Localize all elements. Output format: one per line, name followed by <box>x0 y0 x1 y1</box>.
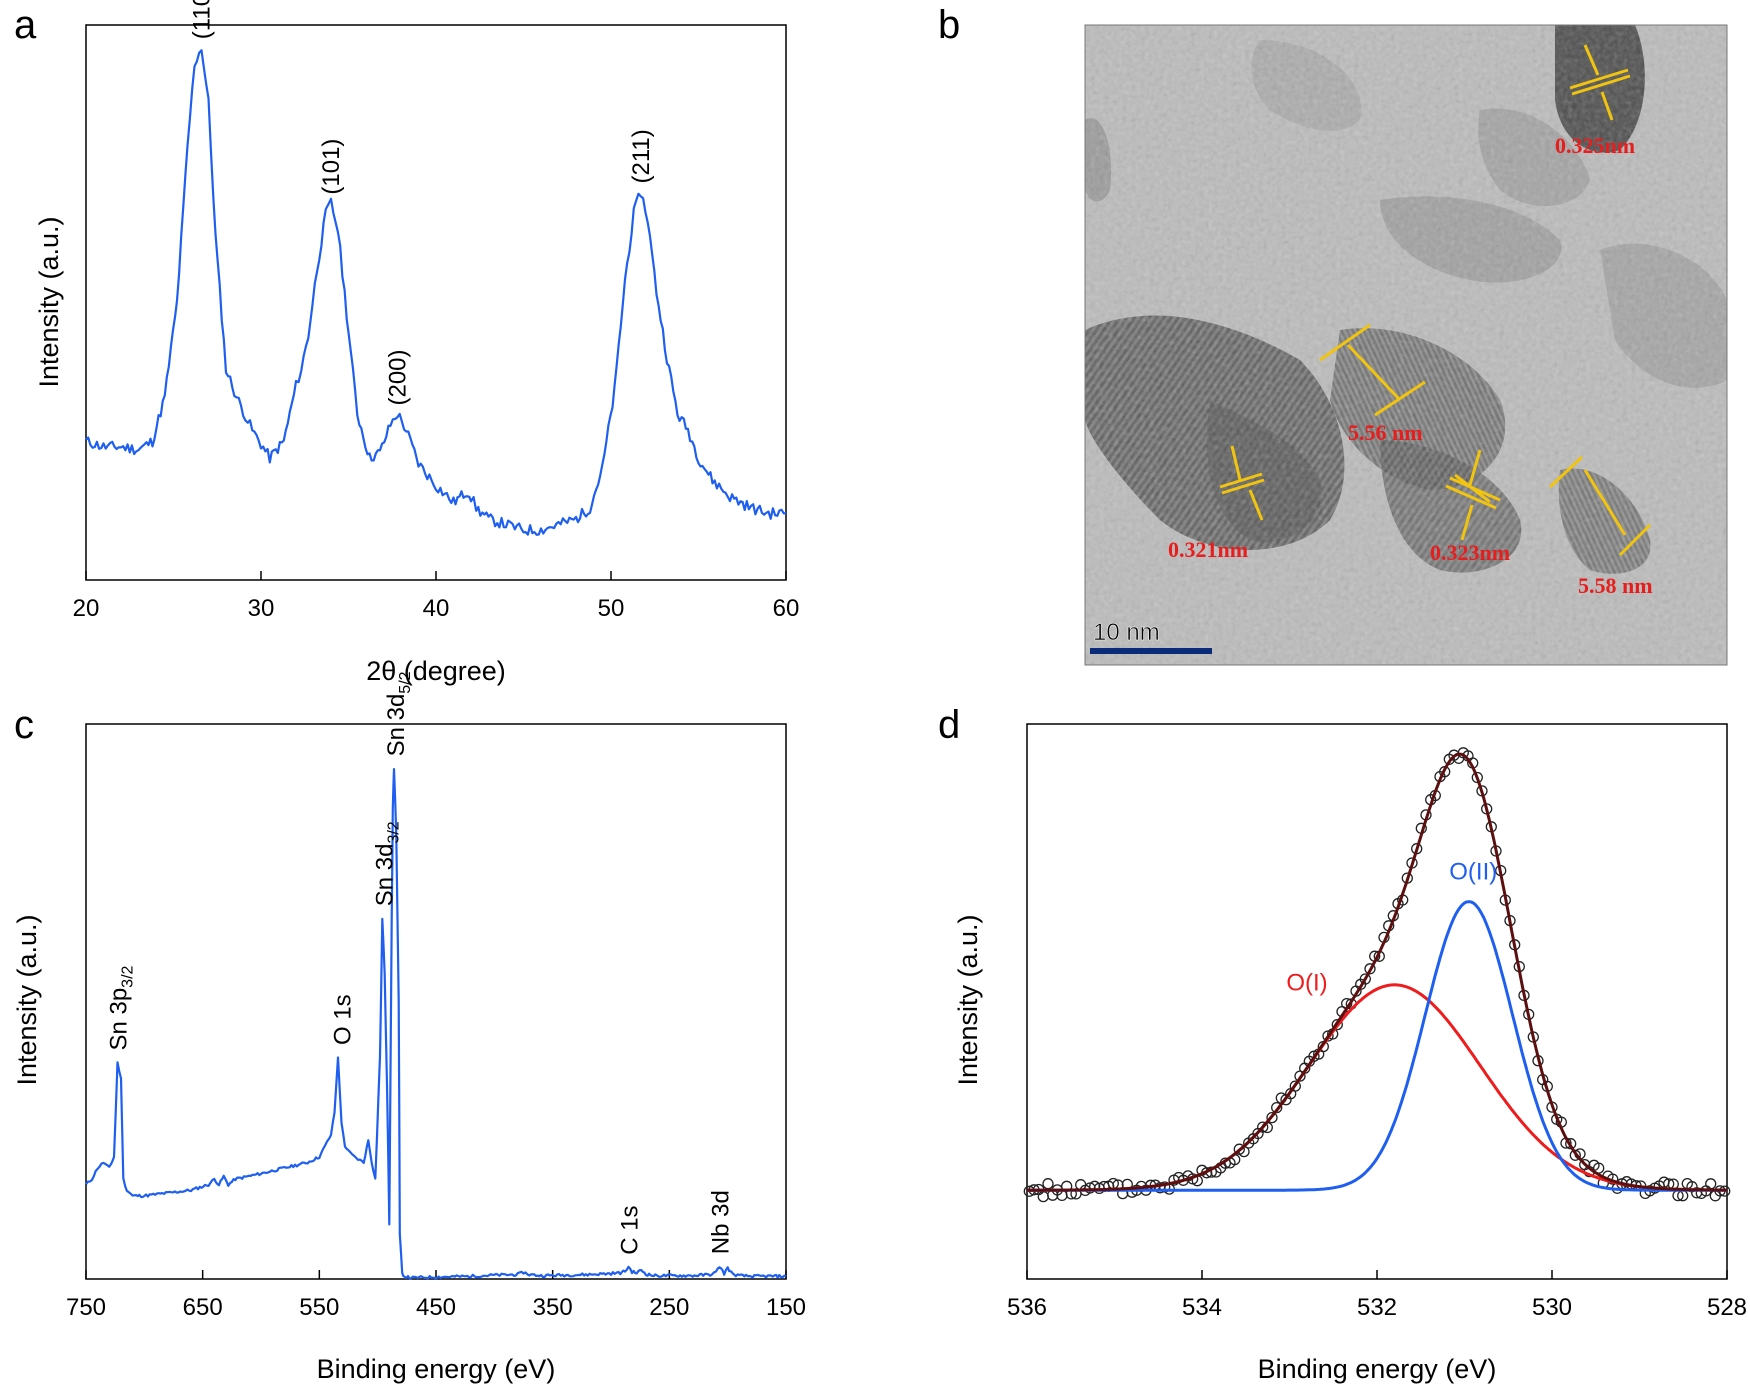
xps-survey-line <box>85 768 787 1280</box>
xrd-peak-labels: (110) (101) (200) (211) <box>189 0 655 406</box>
x-tick-label: 150 <box>766 1294 806 1321</box>
data-point <box>1257 1121 1269 1133</box>
xps-peak-label: C 1s <box>617 1205 644 1254</box>
peak-label: (101) <box>318 139 345 195</box>
xps-peak-label: Sn 3p3/2 <box>106 965 137 1050</box>
peak-label: (110) <box>189 0 216 39</box>
x-axis-label-a: 2θ (degree) <box>366 656 506 686</box>
x-ticks-c: 750 650 550 450 350 250 150 <box>66 1270 806 1321</box>
x-tick-label: 250 <box>649 1294 689 1321</box>
tem-label-0325: 0.325nm <box>1555 133 1635 158</box>
xps-peak-label-text: C 1s <box>617 1205 644 1254</box>
xrd-series-line <box>85 49 786 536</box>
tem-frame <box>1084 24 1728 666</box>
x-tick-label: 450 <box>416 1294 456 1321</box>
size-marker <box>1548 455 1652 557</box>
scale-bar-label: 10 nm <box>1093 619 1160 646</box>
tem-image: 0.325nm 5.56 nm 0.321nm 0.323nm 5.58 nm … <box>1084 24 1728 666</box>
peak-label: (200) <box>385 349 412 405</box>
lattice-marker <box>1219 445 1265 521</box>
xps-peak-label-text: Sn 3p <box>106 988 133 1051</box>
data-point <box>1569 1149 1581 1161</box>
x-tick-label: 40 <box>423 595 450 622</box>
x-tick-label: 650 <box>183 1294 223 1321</box>
component-labels: O(I) O(II) <box>1286 858 1497 996</box>
xps-peak-label-sub: 5/2 <box>397 671 414 693</box>
x-tick-label: 536 <box>1007 1294 1047 1321</box>
data-point <box>1084 1182 1096 1194</box>
xps-peak-label: Sn 3d5/2 <box>383 671 414 756</box>
plot-frame-d <box>1026 723 1728 1280</box>
x-tick-label: 550 <box>299 1294 339 1321</box>
fit-envelope-line <box>1027 752 1727 1192</box>
data-point <box>1705 1178 1717 1190</box>
chart-o1s: 536 534 532 530 528 O(I) O(II) Binding energy… <box>953 723 1747 1384</box>
x-axis-label-c: Binding energy (eV) <box>317 1354 556 1384</box>
lattice-marker <box>1445 449 1501 541</box>
panel-letter-a: a <box>14 3 37 47</box>
xps-peak-label: Nb 3d <box>708 1190 735 1254</box>
x-tick-label: 532 <box>1357 1294 1397 1321</box>
xps-peak-label: Sn 3d3/2 <box>372 821 403 906</box>
panel-letter-c: c <box>14 703 34 747</box>
tem-label-556: 5.56 nm <box>1348 420 1423 445</box>
x-tick-label: 60 <box>773 595 800 622</box>
x-tick-label: 750 <box>66 1294 106 1321</box>
x-tick-label: 50 <box>598 595 625 622</box>
x-axis-label-d: Binding energy (eV) <box>1258 1354 1497 1384</box>
data-point <box>1037 1190 1049 1203</box>
xps-peak-label-text: Nb 3d <box>708 1190 735 1254</box>
xps-peak-label-text: O 1s <box>330 994 357 1045</box>
x-ticks-d: 536 534 532 530 528 <box>1007 1270 1747 1321</box>
experimental-points <box>1023 747 1731 1203</box>
tem-label-0321: 0.321nm <box>1168 537 1248 562</box>
xps-peak-label-sub: 3/2 <box>386 821 403 843</box>
data-point <box>1042 1178 1054 1190</box>
component-label: O(II) <box>1449 858 1497 885</box>
plot-frame-c <box>85 723 787 1280</box>
o2-component-line <box>1027 900 1727 1192</box>
x-ticks-a: 20 30 40 50 60 <box>73 571 800 622</box>
tem-label-558: 5.58 nm <box>1578 573 1653 598</box>
x-tick-label: 30 <box>248 595 275 622</box>
xps-peak-label: O 1s <box>330 994 357 1045</box>
y-axis-label-a: Intensity (a.u.) <box>34 216 64 387</box>
xps-peak-label-sub: 3/2 <box>120 965 137 987</box>
data-point <box>1359 973 1371 985</box>
data-point <box>1266 1111 1278 1124</box>
chart-xrd: 20 30 40 50 60 (110) (101) (200) (211) 2θ (degr… <box>34 0 799 686</box>
xps-peak-label-text: Sn 3d <box>372 844 399 907</box>
scale-bar <box>1090 648 1212 654</box>
tem-label-0323: 0.323nm <box>1430 540 1510 565</box>
x-tick-label: 20 <box>73 595 100 622</box>
data-point <box>1364 963 1376 975</box>
lattice-marker <box>1569 44 1631 121</box>
xps-peak-label-text: Sn 3d <box>383 694 410 757</box>
panel-letter-d: d <box>938 703 960 747</box>
x-tick-label: 528 <box>1707 1294 1747 1321</box>
y-axis-label-c: Intensity (a.u.) <box>12 914 42 1085</box>
x-tick-label: 534 <box>1182 1294 1222 1321</box>
peak-label: (211) <box>628 129 655 183</box>
x-tick-label: 530 <box>1532 1294 1572 1321</box>
x-tick-label: 350 <box>533 1294 573 1321</box>
y-axis-label-d: Intensity (a.u.) <box>953 914 983 1085</box>
component-label: O(I) <box>1286 969 1327 996</box>
size-marker <box>1319 323 1426 417</box>
panel-letter-b: b <box>938 3 960 47</box>
data-point <box>1289 1080 1301 1092</box>
data-point <box>1331 1018 1343 1031</box>
